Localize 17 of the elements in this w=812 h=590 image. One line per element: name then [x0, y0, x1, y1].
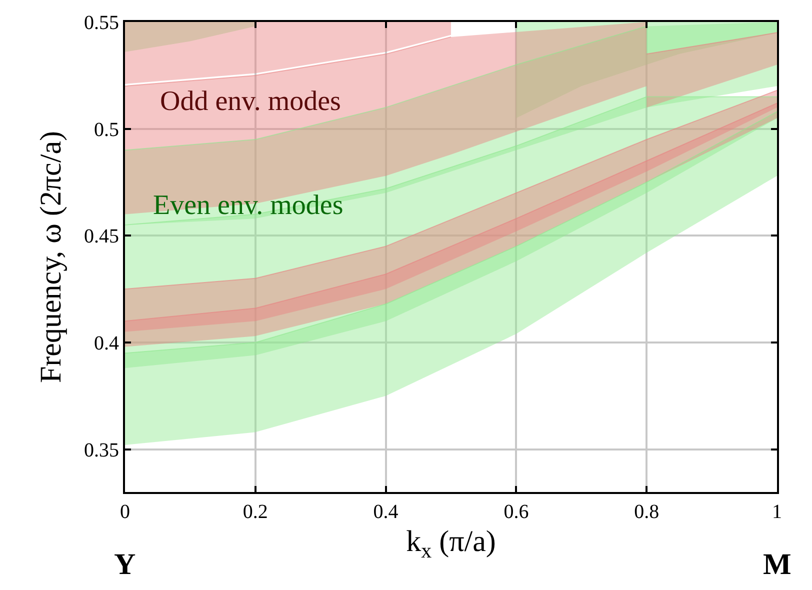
y-axis-title: Frequency, ω (2πc/a) [34, 130, 68, 384]
text: M [763, 548, 792, 581]
y-tick-label: 0.35 [84, 439, 119, 462]
text: Y [114, 548, 136, 581]
annotation: Odd env. modes [160, 86, 341, 117]
y-tick-label: 0.4 [94, 332, 119, 354]
y-tick-label: 0.45 [84, 226, 119, 248]
x-tick-label: 0 [120, 501, 130, 523]
y-tick-label: 0.55 [84, 12, 119, 34]
x-tick-label: 0.6 [504, 501, 529, 523]
x-axis-title: k$_{x}$ (π/a) [406, 525, 496, 562]
x-tick-label: 1 [772, 501, 782, 523]
x-tick-label: 0.2 [242, 501, 268, 523]
x-tick-label: 0.8 [634, 501, 660, 523]
y-tick-label: 0.5 [94, 118, 119, 141]
annotation: Even env. modes [153, 190, 344, 221]
x-tick-label: 0.4 [373, 501, 398, 523]
